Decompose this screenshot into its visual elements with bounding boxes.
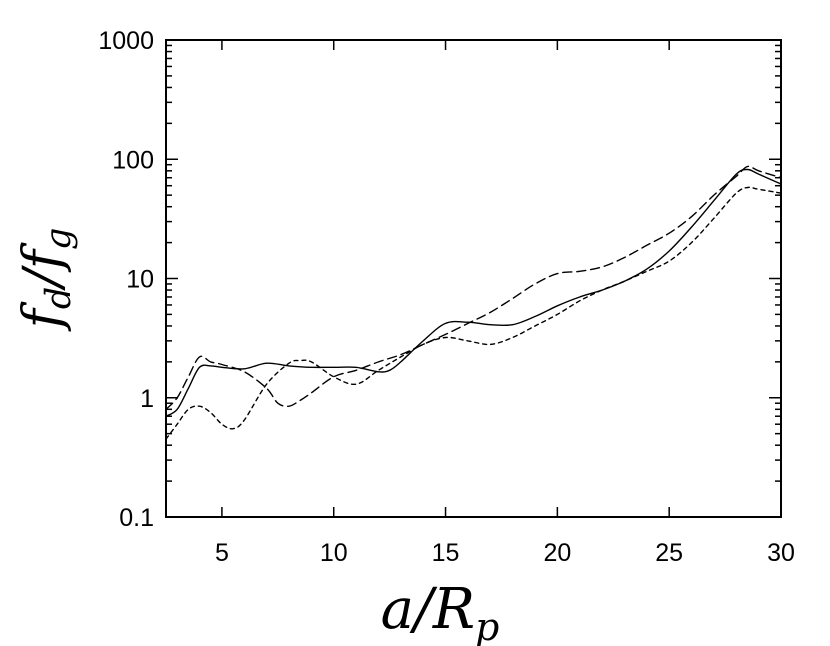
ticks-layer: 5 10 15 20 25 30 0.1 1 10 100 1000 [98,27,795,567]
y-tick-label: 1 [140,385,154,413]
x-axis-label: a/Rp [381,577,500,646]
y-tick-label: 0.1 [119,504,154,532]
x-tick-label: 25 [655,539,683,567]
svg-text:fd/fg: fd/fg [13,228,79,333]
svg-text:a/Rp: a/Rp [381,577,500,646]
y-tick-label: 1000 [98,27,154,55]
y-axis-label: fd/fg [13,228,79,333]
plot-area [166,165,781,440]
x-tick-label: 15 [432,539,460,567]
plot-frame [165,39,782,518]
series-layer [166,165,781,440]
x-tick-label: 20 [543,539,571,567]
series-line-dashed [166,165,781,410]
y-tick-label: 10 [126,266,154,294]
y-tick-label: 100 [112,146,154,174]
x-tick-label: 10 [320,539,348,567]
series-line-solid [166,168,781,417]
series-line-dotted [166,186,781,440]
x-tick-label: 5 [215,539,229,567]
x-tick-label: 30 [767,539,795,567]
